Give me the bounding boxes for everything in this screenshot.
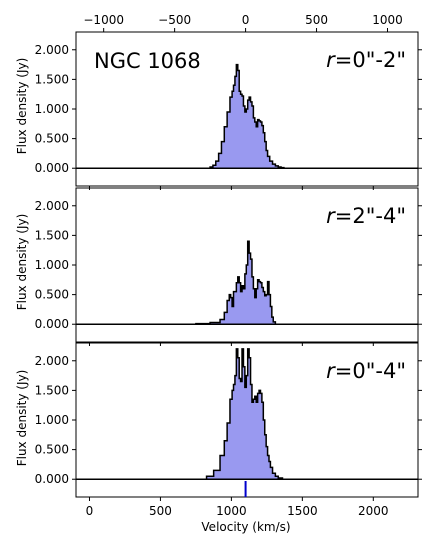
panel-label-variable: r xyxy=(326,48,336,72)
y-tick-label: 0.500 xyxy=(35,288,69,302)
x-tick-label: 1500 xyxy=(287,504,318,518)
panel-label-variable: r xyxy=(326,204,336,228)
top-x-tick-label: 500 xyxy=(305,13,328,27)
panel-label: r=0"-4" xyxy=(326,359,406,383)
x-tick-label: 0 xyxy=(86,504,94,518)
panel-label: r=2"-4" xyxy=(326,204,406,228)
x-axis-label: Velocity (km/s) xyxy=(201,520,290,534)
y-axis-label: Flux density (Jy) xyxy=(15,370,29,467)
top-x-tick-label: −1000 xyxy=(83,13,124,27)
top-x-tick-label: 0 xyxy=(242,13,250,27)
panel-label-variable: r xyxy=(326,359,336,383)
top-x-tick-label: 1000 xyxy=(372,13,403,27)
spectrum-fill xyxy=(207,64,287,169)
panel-label-range: =2"-4" xyxy=(335,204,406,228)
spectrum-fill xyxy=(181,241,279,325)
panel-label: r=0"-2" xyxy=(326,48,406,72)
x-tick-label: 1000 xyxy=(216,504,247,518)
spectrum-line xyxy=(207,63,287,169)
y-tick-label: 2.000 xyxy=(35,199,69,213)
panel-1: 0.000 0.500 1.000 1.500 2.000 r=0"-2" xyxy=(35,31,422,190)
panel-2: 0.000 0.500 1.000 1.500 2.000 r=2"-4" xyxy=(35,187,422,346)
y-axis-label: Flux density (Jy) xyxy=(15,214,29,311)
y-tick-label: 2.000 xyxy=(35,354,69,368)
y-tick-label: 0.000 xyxy=(35,161,69,175)
y-axis-label: Flux density (Jy) xyxy=(15,58,29,155)
panel-label-range: =0"-4" xyxy=(335,359,406,383)
top-x-tick-label: −500 xyxy=(158,13,191,27)
y-tick-label: 1.500 xyxy=(35,72,69,86)
y-tick-label: 1.500 xyxy=(35,383,69,397)
spectrum-line xyxy=(181,240,279,325)
panel-3: 0.000 0.500 1.000 1.500 2.000 r=0"-4" xyxy=(35,342,422,501)
y-tick-label: 1.500 xyxy=(35,228,69,242)
object-name: NGC 1068 xyxy=(94,49,201,73)
y-tick-label: 2.000 xyxy=(35,43,69,57)
spectrum-line xyxy=(199,348,289,480)
x-tick-label: 2000 xyxy=(358,504,389,518)
y-tick-label: 1.000 xyxy=(35,102,69,116)
y-tick-label: 0.000 xyxy=(35,472,69,486)
y-tick-label: 0.500 xyxy=(35,132,69,146)
x-tick-label: 500 xyxy=(149,504,172,518)
y-tick-label: 1.000 xyxy=(35,413,69,427)
spectrum-fill xyxy=(199,348,289,480)
y-tick-label: 0.000 xyxy=(35,317,69,331)
y-tick-label: 0.500 xyxy=(35,443,69,457)
y-tick-label: 1.000 xyxy=(35,258,69,272)
panel-label-range: =0"-2" xyxy=(335,48,406,72)
